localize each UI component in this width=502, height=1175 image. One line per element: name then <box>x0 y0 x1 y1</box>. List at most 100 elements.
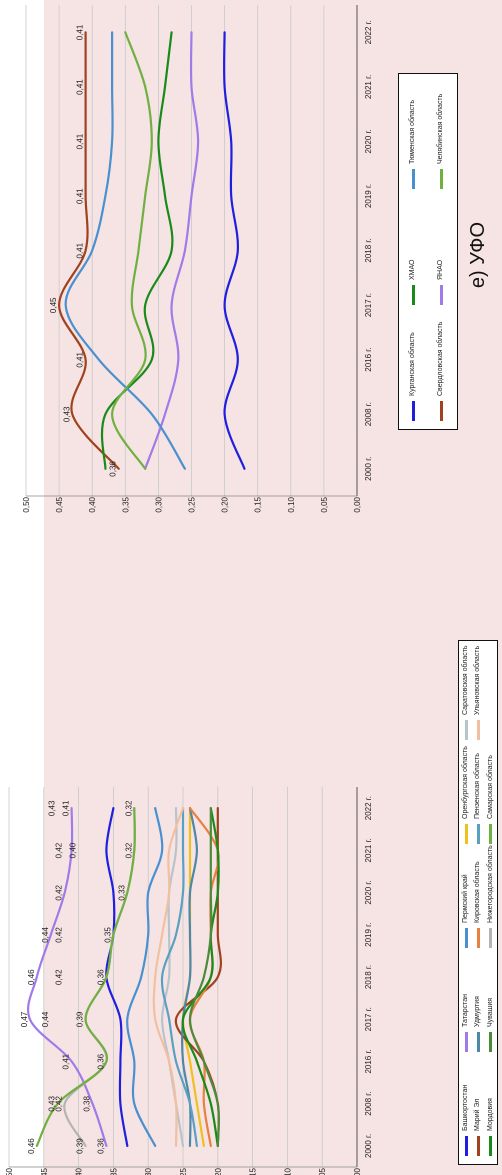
legend-label: Чувашия <box>486 997 494 1027</box>
x-tick-label: 2018 г. <box>364 965 373 989</box>
data-label: 0,44 <box>41 927 50 943</box>
series-line-10 <box>152 807 185 1147</box>
y-tick-label: 0,05 <box>320 496 329 512</box>
legend-swatch <box>439 169 443 189</box>
data-label: 0,41 <box>62 800 71 816</box>
x-tick-label: 2000 г. <box>364 1134 373 1158</box>
y-tick-label: 0,50 <box>5 1167 14 1175</box>
x-tick-label: 2016 г. <box>364 348 373 372</box>
y-tick-label: 0,15 <box>254 496 263 512</box>
data-label: 0,47 <box>20 1011 29 1027</box>
legend-swatch <box>489 1032 493 1052</box>
data-label: 0,41 <box>76 24 85 40</box>
legend-label: ЯНАО <box>437 259 444 280</box>
legend-label: Татарстан <box>462 993 469 1027</box>
data-label: 0,43 <box>62 406 71 422</box>
data-label: 0,42 <box>55 842 64 858</box>
legend-label: Пермский край <box>462 874 469 923</box>
legend-swatch <box>439 285 443 305</box>
data-label: 0,42 <box>55 884 64 900</box>
legend-swatch <box>464 928 468 948</box>
y-tick-label: 0,15 <box>249 1167 258 1175</box>
legend-label: Тюменская область <box>409 100 416 164</box>
data-label: 0,40 <box>69 842 78 858</box>
data-label: 0,36 <box>109 461 118 477</box>
data-label: 0,39 <box>76 1138 85 1154</box>
x-tick-label: 2019 г. <box>364 184 373 208</box>
legend-label: Удмуртия <box>474 996 482 1027</box>
legend-swatch <box>411 169 415 189</box>
legend-label: Свердловская область <box>437 321 444 396</box>
y-tick-label: 0,20 <box>221 496 230 512</box>
data-label: 0,41 <box>76 351 85 367</box>
legend-swatch <box>476 720 480 740</box>
x-tick-label: 2017 г. <box>364 1007 373 1031</box>
series-line-2 <box>57 31 120 470</box>
y-tick-label: 0,45 <box>40 1167 49 1175</box>
legend-label: Мордовия <box>486 1098 494 1131</box>
x-tick-label: 2008 г. <box>364 1092 373 1116</box>
x-tick-label: 2019 г. <box>364 923 373 947</box>
y-tick-label: 0,30 <box>154 496 163 512</box>
legend-swatch <box>476 928 480 948</box>
legend-swatch <box>411 401 415 421</box>
legend-swatch <box>464 824 468 844</box>
legend-ufo: Курганская область ХМАО Тюменская область С… <box>398 73 458 430</box>
series-line-5 <box>160 807 185 1147</box>
y-tick-label: 0,25 <box>188 496 197 512</box>
legend-swatch <box>439 401 443 421</box>
y-tick-label: 0,30 <box>144 1167 153 1175</box>
legend-label: Нижегородская область <box>486 845 494 923</box>
legend-swatch <box>476 1136 480 1156</box>
x-tick-label: 2008 г. <box>364 402 373 426</box>
y-tick-label: 0,45 <box>55 496 64 512</box>
y-tick-label: 0,10 <box>283 1167 292 1175</box>
series-line-5 <box>64 31 186 470</box>
legend-swatch <box>489 928 493 948</box>
legend-label: Челябинская область <box>437 93 444 164</box>
data-label: 0,42 <box>55 927 64 943</box>
legend-label: Пензенская область <box>474 753 482 819</box>
data-label: 0,41 <box>76 188 85 204</box>
legend-label: Марий Эл <box>474 1098 482 1131</box>
legend-swatch <box>476 1032 480 1052</box>
x-tick-label: 2018 г. <box>364 238 373 262</box>
y-tick-label: 0,20 <box>214 1167 223 1175</box>
x-tick-label: 2020 г. <box>364 880 373 904</box>
legend-label: Саратовская область <box>462 645 469 715</box>
series-line-1 <box>223 31 246 470</box>
chart-panel-1: 0,00 0,05 0,10 0,15 0,20 0,25 0,30 0,35 0,40 0,45… <box>5 787 489 1175</box>
y-tick-label: 0,25 <box>179 1167 188 1175</box>
x-tick-label: 2022 г. <box>364 796 373 820</box>
legend-swatch <box>411 285 415 305</box>
series-line-6 <box>110 31 153 470</box>
legend-label: Кировская область <box>474 861 482 923</box>
data-label: 0,33 <box>117 884 126 900</box>
series-line-14 <box>35 807 136 1147</box>
data-label: 0,36 <box>96 969 105 985</box>
legend-label: Ульяновская область <box>474 645 482 715</box>
data-label: 0,41 <box>76 79 85 95</box>
series-line-7 <box>181 807 199 1147</box>
panel-label: е) УФО <box>467 222 489 288</box>
legend-swatch <box>489 1136 493 1156</box>
y-tick-label: 0,00 <box>353 1167 362 1175</box>
series-line-1 <box>105 807 129 1147</box>
legend-label: Башкортостан <box>462 1084 469 1131</box>
series-line-2 <box>26 807 108 1147</box>
x-tick-label: 2016 г. <box>364 1049 373 1073</box>
data-label: 0,39 <box>76 1011 85 1027</box>
x-tick-label: 2021 г. <box>364 75 373 99</box>
data-label: 0,36 <box>96 1053 105 1069</box>
legend-label: ХМАО <box>409 259 416 280</box>
data-label: 0,32 <box>124 800 133 816</box>
data-label: 0,38 <box>83 1096 92 1112</box>
legend-swatch <box>476 824 480 844</box>
legend-swatch <box>489 824 493 844</box>
y-tick-label: 0,35 <box>121 496 130 512</box>
data-label: 0,36 <box>96 1138 105 1154</box>
data-label: 0,43 <box>48 1096 57 1112</box>
legend-pfo: Башкортостан Татарстан Пермский край Оренбу… <box>458 640 498 1165</box>
y-tick-label: 0,00 <box>353 496 362 512</box>
